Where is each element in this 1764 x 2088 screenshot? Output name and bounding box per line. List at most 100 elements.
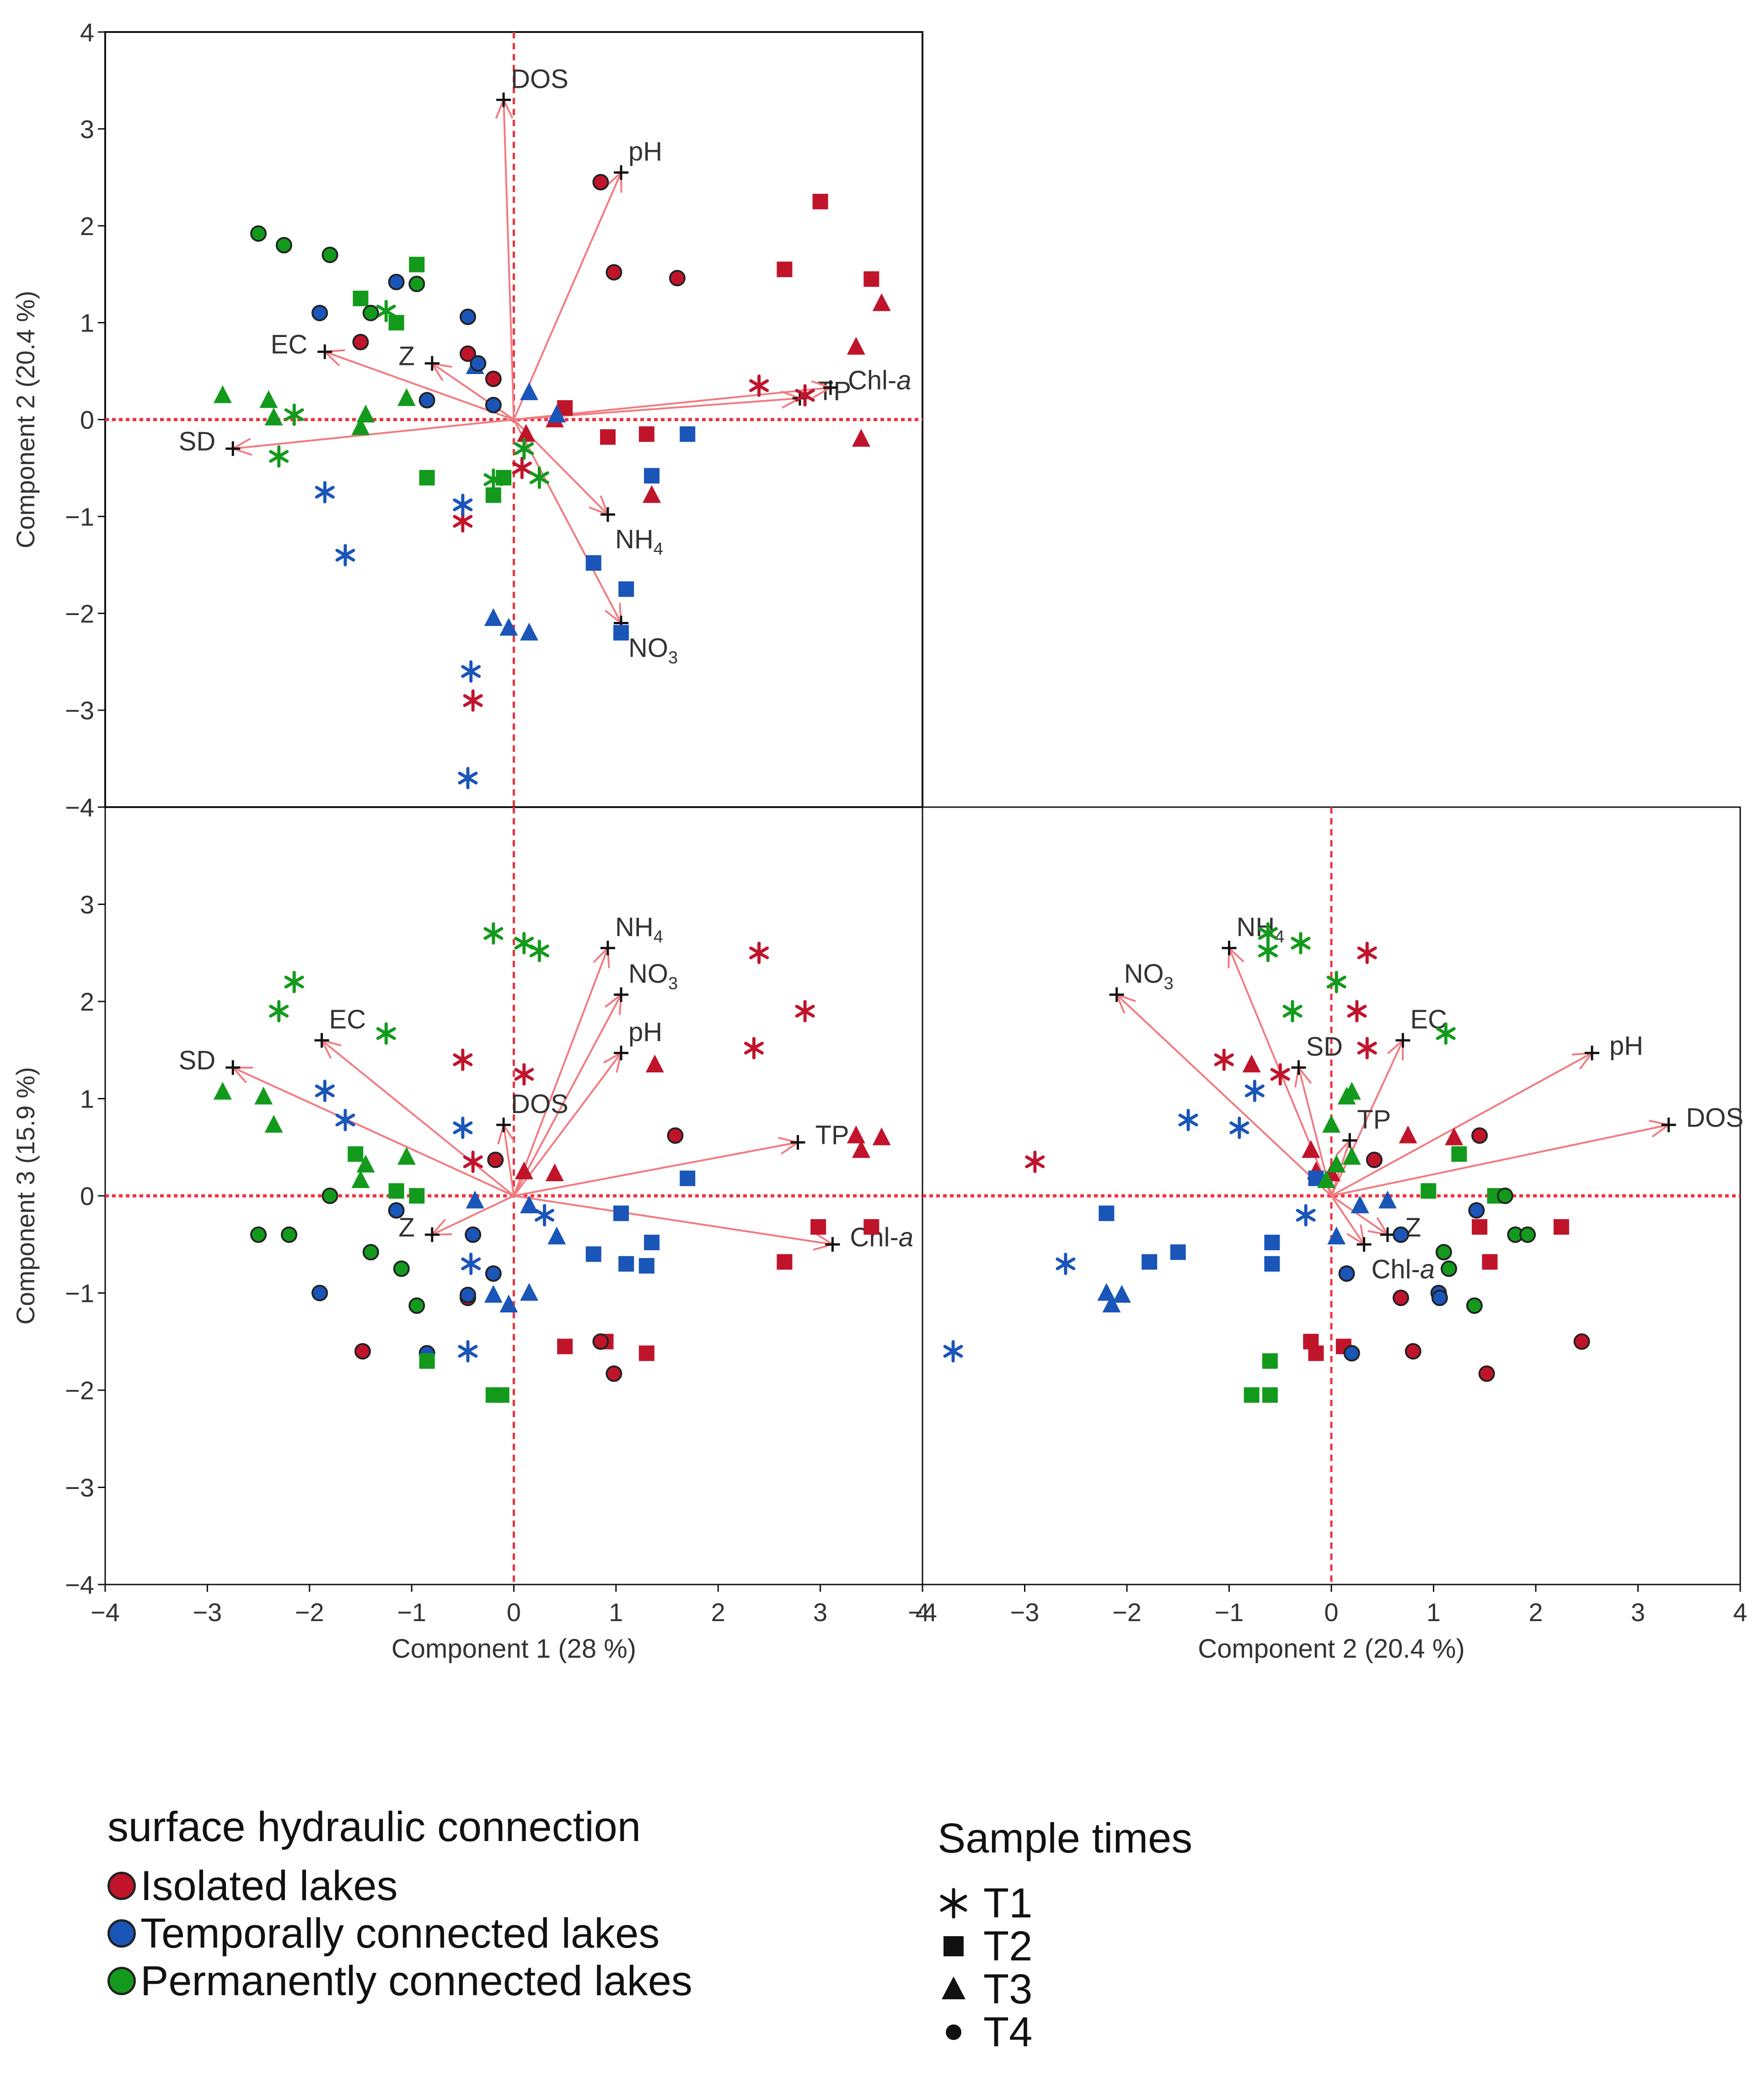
loading-label-z: Z <box>398 342 414 371</box>
point-temporary-t1 <box>535 1204 555 1226</box>
point-isolated-t1 <box>749 374 769 397</box>
y-tick-label: 1 <box>80 1085 94 1114</box>
x-tick-label: 4 <box>915 1598 929 1627</box>
point-temporary-t4 <box>1392 1226 1409 1243</box>
point-temporary-t1 <box>943 1340 963 1363</box>
point-permanent-t1 <box>1258 940 1278 962</box>
loading-label-chl-a: Chl-a <box>1372 1254 1435 1284</box>
point-isolated-t1 <box>1357 942 1377 964</box>
point-permanent-t4 <box>362 305 379 321</box>
point-temporary-t2 <box>1170 1244 1186 1260</box>
point-isolated-t4 <box>1478 1365 1495 1382</box>
point-isolated-t1 <box>1357 1037 1377 1060</box>
point-temporary-t2 <box>585 555 601 571</box>
point-temporary-t4 <box>311 1285 328 1301</box>
point-temporary-t2 <box>618 1256 634 1272</box>
x-tick-label: −3 <box>1010 1598 1040 1627</box>
legend-label-t1: T1 <box>983 1880 1033 1927</box>
x-tick-label: 0 <box>1324 1598 1338 1627</box>
point-temporary-t3 <box>466 1190 484 1209</box>
point-isolated-t4 <box>352 334 369 350</box>
point-isolated-t4 <box>1405 1343 1421 1360</box>
point-temporary-t4 <box>1338 1265 1355 1282</box>
point-permanent-t4 <box>275 237 292 254</box>
point-isolated-t3 <box>852 1140 870 1158</box>
point-isolated-t4 <box>459 345 476 362</box>
x-tick-label: −4 <box>91 1598 120 1627</box>
loading-label-ph: pH <box>628 1017 662 1047</box>
y-tick-label: 0 <box>80 1182 94 1210</box>
point-isolated-t3 <box>872 1127 891 1146</box>
point-isolated-t3 <box>852 428 870 447</box>
loading-arrow-z <box>1330 1195 1389 1236</box>
circle-icon <box>938 2016 983 2048</box>
point-temporary-t2 <box>680 426 696 442</box>
point-temporary-t4 <box>311 305 328 321</box>
point-temporary-t4 <box>459 308 476 325</box>
point-temporary-t1 <box>315 481 335 503</box>
point-permanent-t2 <box>1262 1387 1278 1403</box>
loading-tip-cross <box>424 356 440 371</box>
arrowhead <box>605 992 622 1015</box>
point-permanent-t4 <box>408 275 425 292</box>
asterisk-icon <box>938 1887 983 1919</box>
point-isolated-t1 <box>1347 1000 1367 1023</box>
point-isolated-t4 <box>1366 1151 1383 1168</box>
point-temporary-t4 <box>418 392 435 409</box>
x-tick-label: 3 <box>1631 1598 1645 1627</box>
y-tick-label: −2 <box>65 1376 94 1405</box>
point-permanent-t3 <box>356 1155 375 1172</box>
point-isolated-t4 <box>606 1365 622 1382</box>
y-tick-label: −1 <box>65 502 94 531</box>
point-permanent-t1 <box>376 1022 396 1045</box>
point-permanent-t1 <box>284 403 304 426</box>
point-isolated-t2 <box>1308 1345 1324 1361</box>
x-tick-label: 3 <box>813 1598 827 1627</box>
point-isolated-t2 <box>777 262 793 278</box>
point-isolated-t1 <box>744 1037 764 1060</box>
point-isolated-t1 <box>749 942 769 964</box>
point-permanent-t1 <box>284 971 304 993</box>
loading-tip-cross <box>825 1237 840 1252</box>
point-isolated-t2 <box>1482 1254 1498 1270</box>
sample-times-legend: Sample times T1 T2 T3 T4 <box>938 1813 1192 2054</box>
y-tick-label: −3 <box>65 1473 94 1502</box>
point-temporary-t3 <box>520 1283 539 1301</box>
point-temporary-t3 <box>1102 1295 1121 1312</box>
loading-arrow-sd <box>233 418 514 450</box>
point-isolated-t4 <box>606 264 622 281</box>
point-isolated-t4 <box>1392 1290 1409 1306</box>
point-permanent-t4 <box>281 1226 298 1243</box>
point-temporary-t3 <box>484 1285 503 1303</box>
point-permanent-t3 <box>254 1087 273 1105</box>
point-temporary-t1 <box>1178 1108 1198 1131</box>
loading-tip-cross <box>496 92 511 107</box>
loading-arrow-dos <box>503 1124 515 1196</box>
legend-item-t3: T3 <box>938 1968 1192 2011</box>
loading-arrow-chl-a <box>1330 1195 1365 1245</box>
legend-label-t3: T3 <box>983 1966 1033 2013</box>
point-temporary-t1 <box>1229 1116 1249 1139</box>
y-tick-label: 3 <box>80 115 94 144</box>
panel-1: 4 3 2 1 0 −1 −2 −3 −4 Component 2 (20.4 %) DOS pH EC… <box>11 18 923 822</box>
loading-arrow-nh <box>513 948 609 1196</box>
loading-label-ph: pH <box>628 137 662 166</box>
point-permanent-t3 <box>397 1147 416 1165</box>
sample-times-legend-title: Sample times <box>938 1815 1193 1862</box>
y-tick-label: −2 <box>65 599 94 628</box>
loading-tip-cross <box>823 380 838 395</box>
point-isolated-t2 <box>638 426 654 442</box>
arrowhead <box>605 603 622 625</box>
legend-label-permanent: Permanently connected lakes <box>140 1958 692 2005</box>
x-tick-label: 4 <box>1733 1598 1747 1627</box>
point-temporary-t1 <box>335 1108 355 1131</box>
point-temporary-t2 <box>613 625 629 641</box>
point-isolated-t1 <box>514 1063 534 1086</box>
point-temporary-t2 <box>1264 1235 1280 1250</box>
loading-tip-cross <box>1357 1237 1372 1252</box>
point-isolated-t3 <box>1399 1125 1417 1144</box>
point-permanent-t4 <box>250 225 267 242</box>
x-tick-label: −1 <box>1215 1598 1244 1627</box>
